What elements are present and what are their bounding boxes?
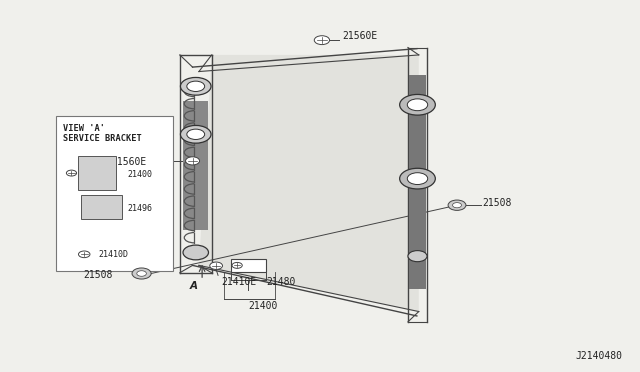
Text: 21480: 21480 <box>266 277 295 287</box>
Text: 21508: 21508 <box>483 198 512 208</box>
Text: 21496: 21496 <box>127 203 152 213</box>
Text: 21508: 21508 <box>84 270 113 280</box>
Circle shape <box>448 200 466 211</box>
Circle shape <box>79 251 90 258</box>
Text: 21400: 21400 <box>248 301 277 311</box>
Text: SERVICE BRACKET: SERVICE BRACKET <box>63 134 142 142</box>
Bar <box>78 157 116 190</box>
Text: 21400: 21400 <box>127 170 152 179</box>
Circle shape <box>232 262 243 268</box>
Text: 21410E: 21410E <box>221 277 257 287</box>
Bar <box>231 259 266 272</box>
Circle shape <box>137 271 147 276</box>
Circle shape <box>408 251 427 262</box>
Circle shape <box>210 262 223 269</box>
Circle shape <box>452 203 461 208</box>
Text: VIEW 'A': VIEW 'A' <box>63 124 105 133</box>
Circle shape <box>187 129 205 140</box>
Text: A: A <box>190 281 198 291</box>
Bar <box>56 116 173 271</box>
Bar <box>81 195 122 219</box>
Circle shape <box>314 36 330 45</box>
Circle shape <box>187 81 205 92</box>
Circle shape <box>407 99 428 111</box>
Circle shape <box>186 157 200 165</box>
Bar <box>409 75 426 289</box>
Circle shape <box>399 94 435 115</box>
Circle shape <box>180 125 211 143</box>
Circle shape <box>399 168 435 189</box>
Circle shape <box>183 245 209 260</box>
Circle shape <box>180 77 211 95</box>
Circle shape <box>132 268 151 279</box>
Circle shape <box>67 170 77 176</box>
Circle shape <box>407 173 428 185</box>
Text: 21560E: 21560E <box>342 32 378 41</box>
Polygon shape <box>199 55 419 311</box>
Text: 21560E: 21560E <box>111 157 147 167</box>
Text: 21410D: 21410D <box>99 250 129 259</box>
Text: J2140480: J2140480 <box>576 351 623 361</box>
Bar <box>183 101 209 230</box>
